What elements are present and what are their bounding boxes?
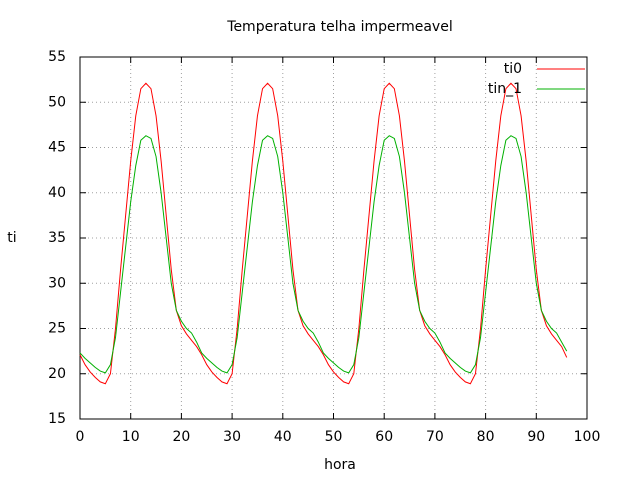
x-axis-label: hora — [324, 457, 356, 473]
y-tick-label: 25 — [48, 321, 66, 337]
x-tick-label: 60 — [375, 429, 393, 445]
chart-title: Temperatura telha impermeavel — [226, 19, 452, 35]
y-tick-label: 30 — [48, 275, 66, 291]
y-tick-label: 15 — [48, 411, 66, 427]
data-line — [79, 135, 568, 374]
x-tick-label: 90 — [527, 429, 545, 445]
x-tick-label: 0 — [76, 429, 85, 445]
y-tick-label: 40 — [48, 185, 66, 201]
x-tick-label: 20 — [172, 429, 190, 445]
x-tick-label: 80 — [477, 429, 495, 445]
plot-frame — [79, 56, 588, 420]
y-tick-label: 50 — [48, 94, 66, 110]
x-tick-label: 70 — [426, 429, 444, 445]
x-tick-label: 50 — [325, 429, 343, 445]
y-tick-label: 20 — [48, 366, 66, 382]
x-tick-label: 10 — [122, 429, 140, 445]
y-tick-label: 45 — [48, 140, 66, 156]
y-tick-label: 55 — [48, 49, 66, 65]
legend-label: tin_1 — [488, 81, 522, 97]
x-tick-label: 100 — [574, 429, 601, 445]
legend-label: ti0 — [504, 61, 522, 77]
data-line — [79, 82, 568, 385]
x-tick-label: 30 — [223, 429, 241, 445]
y-tick-label: 35 — [48, 230, 66, 246]
x-tick-label: 40 — [274, 429, 292, 445]
y-axis-label: ti — [7, 230, 16, 246]
